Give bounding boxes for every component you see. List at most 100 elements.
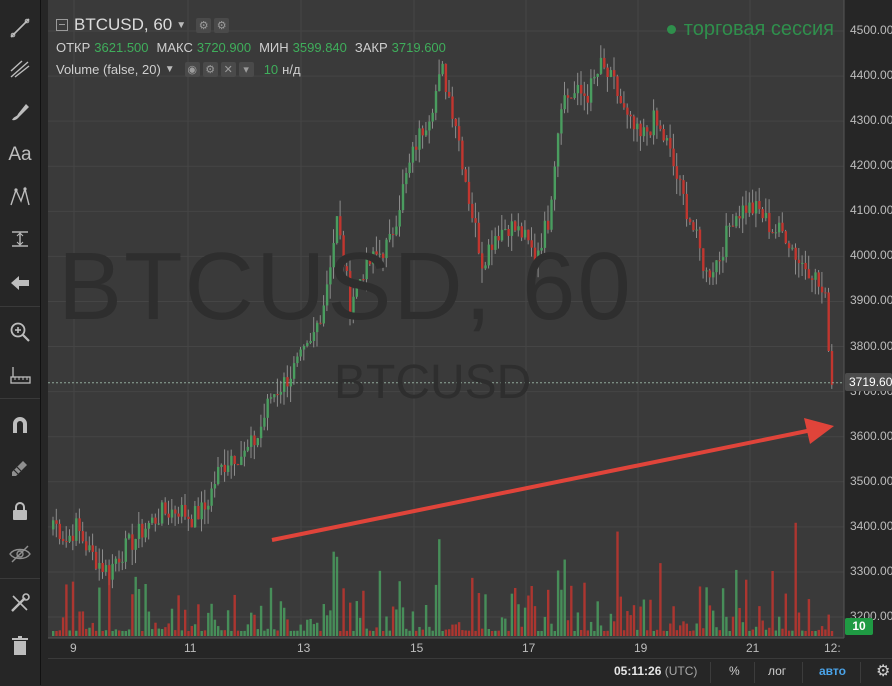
volume-bar [332, 551, 335, 636]
percent-button[interactable]: % [729, 664, 740, 678]
candle-body [207, 505, 210, 510]
back-arrow-icon[interactable] [0, 266, 40, 300]
candle-body [771, 232, 774, 234]
magnet-icon[interactable] [0, 408, 40, 442]
chevron-down-icon[interactable]: ▼ [164, 63, 175, 75]
candle-body [603, 57, 606, 68]
volume-bar [685, 623, 688, 636]
candle-body [203, 502, 207, 510]
volume-bar [180, 630, 184, 636]
eye-icon[interactable]: ◉ [184, 61, 200, 77]
volume-bar [477, 593, 481, 636]
candle-body [151, 517, 154, 524]
volume-bar [368, 630, 372, 636]
gear-icon[interactable]: ⚙ [876, 663, 891, 680]
ruler-icon[interactable] [0, 358, 40, 392]
volume-bar [669, 623, 672, 636]
lock-icon[interactable] [0, 494, 40, 528]
candle-body [405, 173, 408, 185]
volume-bar [411, 611, 415, 636]
pattern-icon[interactable] [0, 180, 40, 214]
candle-body [335, 216, 339, 244]
zoom-in-icon[interactable] [0, 315, 40, 349]
volume-bar [751, 629, 754, 636]
volume-bar [662, 630, 665, 636]
volume-bar [599, 625, 603, 636]
candle-body [88, 545, 91, 551]
volume-bar [514, 588, 517, 636]
candle-body [253, 435, 256, 446]
time-tick-label: 21 [746, 641, 760, 655]
volume-bar [154, 622, 157, 636]
candle-body [820, 286, 824, 293]
session-label: торговая сессия [683, 18, 834, 40]
price-axis[interactable]: 4500.00 4400.00 4300.00 4200.00 4100.00 4000.… [844, 0, 892, 640]
volume-bar [141, 630, 144, 636]
volume-bar [794, 522, 797, 636]
volume-bar [692, 630, 695, 636]
auto-scale-button[interactable]: авто [819, 664, 846, 678]
candle-body [240, 456, 243, 465]
volume-bar [124, 631, 127, 636]
volume-bar [830, 630, 834, 636]
volume-bar [471, 577, 474, 636]
volume-na: н/д [282, 61, 301, 77]
line-tool-icon[interactable] [0, 11, 40, 45]
brush-icon[interactable] [0, 95, 40, 129]
gear-icon[interactable]: ⚙ [202, 61, 218, 77]
collapse-legend-icon[interactable] [56, 19, 68, 31]
candle-body [342, 235, 345, 267]
candle-body [184, 504, 187, 517]
candle-body [811, 278, 814, 280]
time-axis[interactable]: 9 11 13 15 17 19 21 12: [48, 638, 844, 658]
chart-canvas[interactable] [48, 0, 892, 640]
gear-icon[interactable]: ⚙ [214, 17, 230, 33]
volume-bar [358, 617, 362, 636]
price-tick-label: 3500.00 [850, 473, 892, 488]
more-icon[interactable]: ▾ [238, 61, 254, 77]
hide-icon[interactable] [0, 537, 40, 571]
chart-area[interactable]: BTCUSD, 60 BTCUSD BTCUSD, 60 ▼ ⚙ ⚙ ОТКР … [48, 0, 892, 685]
candle-body [220, 464, 223, 467]
volume-bar [589, 621, 593, 636]
candle-body [497, 236, 500, 241]
candle-body [299, 349, 302, 357]
log-scale-button[interactable]: лог [768, 664, 787, 678]
volume-bar [65, 584, 68, 636]
candle-body [302, 345, 306, 350]
symbol-title[interactable]: BTCUSD, 60 [74, 15, 173, 34]
close-icon[interactable]: ✕ [220, 61, 236, 77]
volume-bar [375, 627, 378, 636]
candle-body [121, 561, 124, 563]
trash-icon[interactable] [0, 629, 40, 663]
candle-body [507, 229, 510, 236]
volume-bar [500, 617, 504, 636]
chevron-down-icon[interactable]: ▼ [176, 19, 187, 31]
lock-drawings-icon[interactable] [0, 451, 40, 485]
volume-bar [309, 618, 312, 636]
candle-body [157, 523, 160, 525]
volume-bar [88, 627, 91, 636]
settings-tools-icon[interactable] [0, 586, 40, 620]
volume-bar [385, 616, 388, 636]
volume-bar [487, 628, 490, 636]
volume-title[interactable]: Volume (false, 20) [56, 61, 161, 77]
volume-bar [695, 623, 698, 636]
volume-bar [702, 628, 705, 636]
volume-bar [527, 595, 530, 636]
measure-icon[interactable] [0, 222, 40, 256]
volume-bar [316, 622, 319, 636]
text-tool-icon[interactable]: Aa [8, 144, 32, 165]
volume-bar [382, 630, 385, 636]
volume-bar [787, 630, 791, 636]
pitchfork-icon[interactable] [0, 52, 40, 86]
candle-body [230, 455, 233, 466]
volume-bar [213, 619, 217, 636]
candle-body [154, 517, 157, 524]
volume-bar [448, 629, 451, 636]
volume-bar [203, 630, 207, 636]
volume-bar [705, 587, 708, 636]
volume-bar [609, 613, 613, 636]
settings-icon[interactable]: ⚙ [196, 17, 212, 33]
volume-bar [791, 630, 794, 636]
